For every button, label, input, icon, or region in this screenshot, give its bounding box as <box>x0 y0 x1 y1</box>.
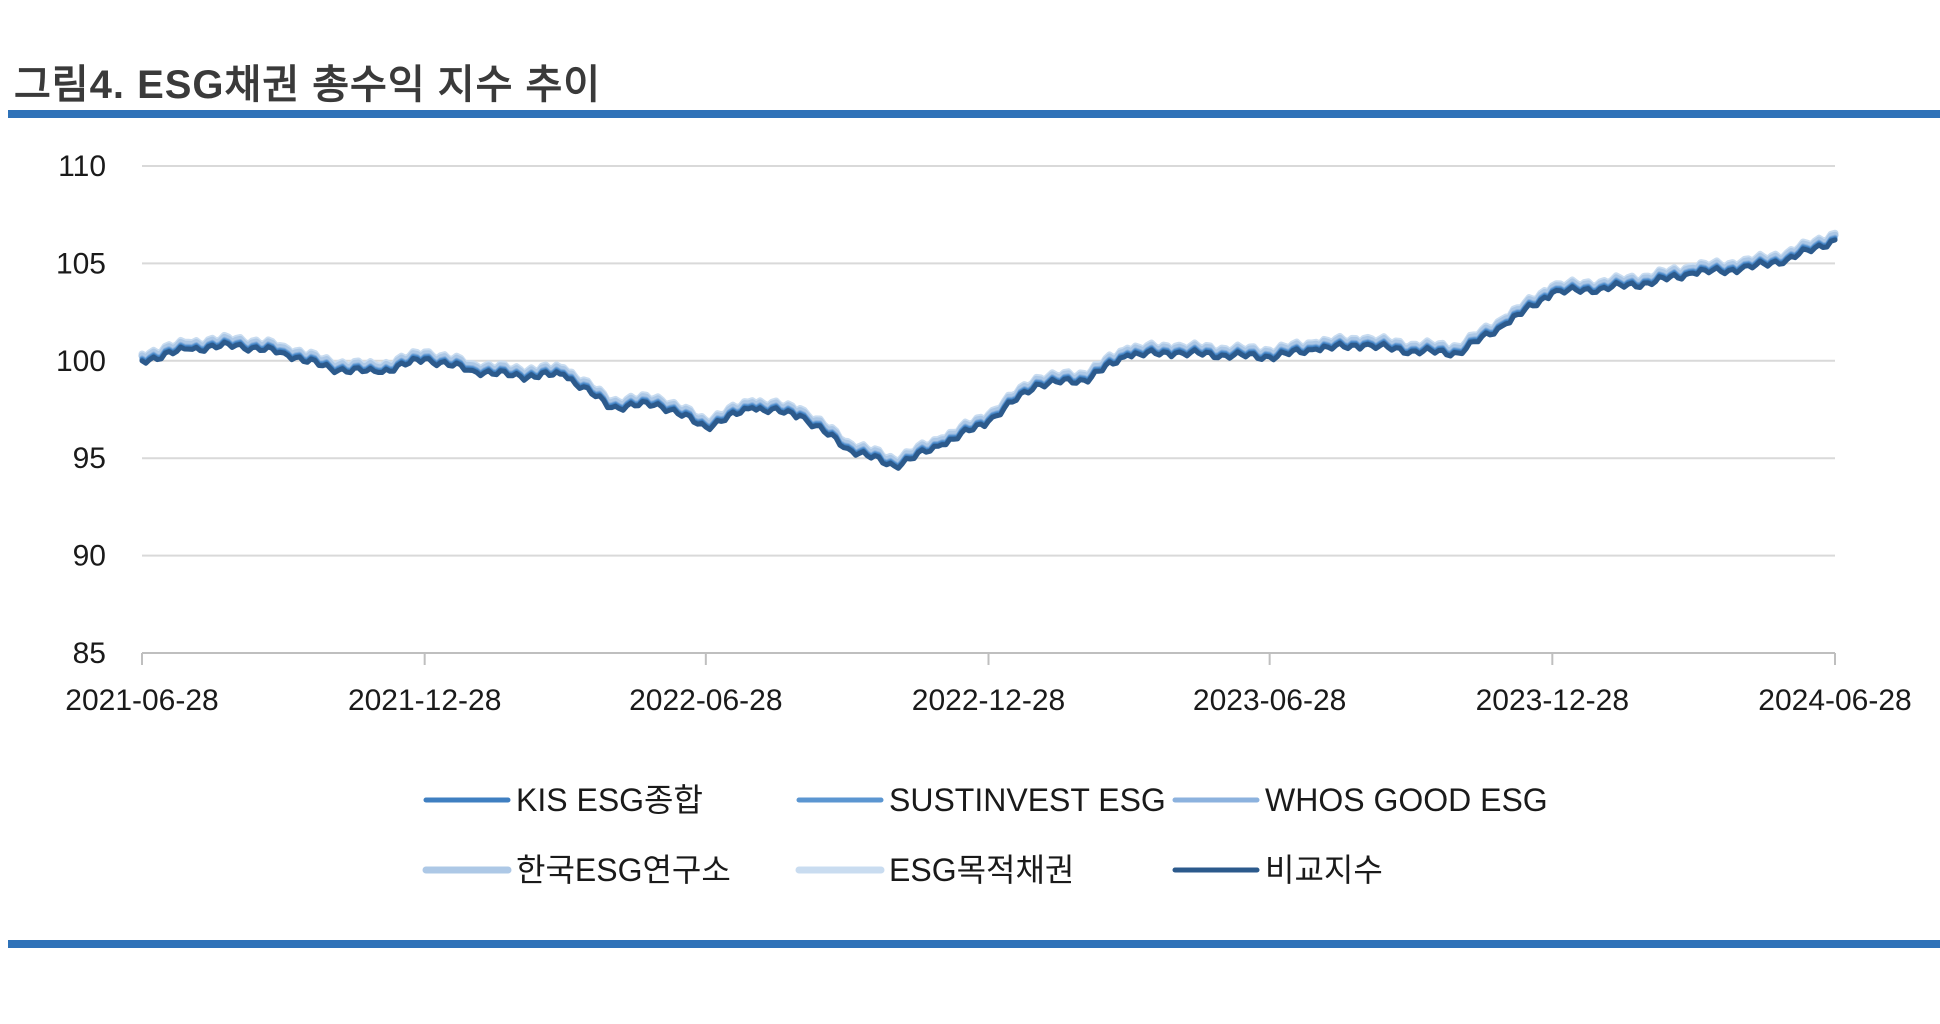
series-line-1 <box>139 236 1838 470</box>
legend-label: WHOS GOOD ESG <box>1265 782 1548 818</box>
x-tick-label: 2024-06-28 <box>1758 684 1911 717</box>
top-rule <box>8 110 1940 118</box>
series-line-4 <box>138 231 1839 467</box>
legend-label: 비교지수 <box>1265 852 1383 888</box>
y-axis: 85 90 95 100 105 110 <box>56 150 106 670</box>
y-tick-label: 90 <box>73 540 106 573</box>
y-tick-label: 100 <box>56 345 106 378</box>
series-line-6 <box>139 237 1838 471</box>
x-tick-label: 2023-06-28 <box>1193 684 1346 717</box>
legend: KIS ESG종합 SUSTINVEST ESG WHOS GOOD ESG 한국ES… <box>422 782 1548 888</box>
legend-label: KIS ESG종합 <box>516 782 703 818</box>
legend-label: SUSTINVEST ESG <box>889 782 1166 818</box>
plot-area <box>138 229 1839 471</box>
series-line-2 <box>139 235 1838 469</box>
x-tick-label: 2022-12-28 <box>912 684 1065 717</box>
legend-label: ESG목적채권 <box>889 852 1074 888</box>
y-tick-label: 105 <box>56 247 106 280</box>
series-line-3 <box>139 234 1838 468</box>
x-tick-label: 2021-06-28 <box>65 684 218 717</box>
x-tick-label: 2022-06-28 <box>629 684 782 717</box>
y-tick-label: 110 <box>58 150 106 183</box>
y-tick-label: 85 <box>73 637 106 670</box>
legend-label: 한국ESG연구소 <box>516 852 731 888</box>
series-line-5 <box>138 229 1839 465</box>
y-tick-label: 95 <box>73 442 106 475</box>
x-tick-label: 2021-12-28 <box>348 684 501 717</box>
x-axis: 2021-06-28 2021-12-28 2022-06-28 2022-12-28… <box>65 652 1912 717</box>
figure-title: 그림4. ESG채권 총수익 지수 추이 <box>14 63 602 107</box>
bottom-rule <box>8 940 1940 948</box>
x-tick-label: 2023-12-28 <box>1476 684 1629 717</box>
